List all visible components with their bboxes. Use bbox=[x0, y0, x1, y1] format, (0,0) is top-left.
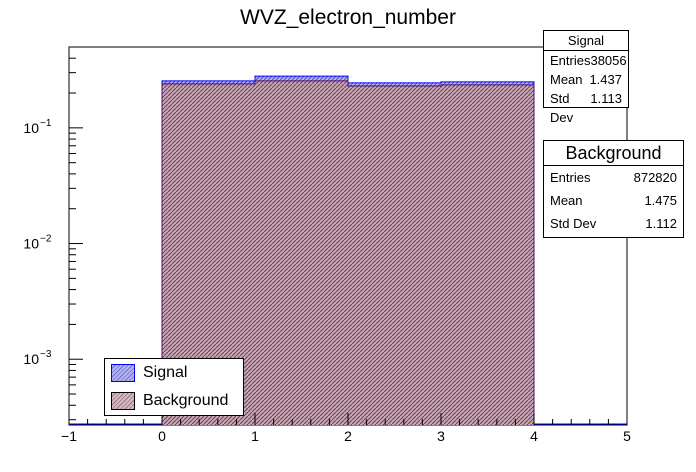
background-bar bbox=[255, 80, 348, 425]
background-outline bbox=[161, 80, 535, 425]
background-bar bbox=[348, 86, 441, 425]
stats-value: 872820 bbox=[633, 170, 677, 185]
y-tick-label: 10 bbox=[23, 236, 39, 252]
stats-value: 38056 bbox=[590, 53, 627, 68]
signal-outline bbox=[161, 75, 535, 425]
stats-label: Std Dev bbox=[550, 216, 597, 231]
stats-row: Entries 38056 bbox=[544, 51, 628, 70]
stats-row: Entries 872820 bbox=[544, 166, 683, 189]
legend: Signal Background bbox=[104, 358, 244, 416]
x-tick-label: 0 bbox=[158, 428, 166, 444]
x-tick-label: 1 bbox=[251, 428, 259, 444]
stats-label: Entries bbox=[550, 170, 591, 185]
stats-value: 1.475 bbox=[644, 193, 677, 208]
x-tick-label: −1 bbox=[61, 428, 77, 444]
y-tick-exponent: −2 bbox=[40, 234, 52, 245]
y-tick-exponent: −3 bbox=[40, 349, 52, 360]
legend-item-background: Background bbox=[105, 387, 243, 415]
legend-item-signal: Signal bbox=[105, 359, 243, 387]
stats-label: Mean bbox=[550, 193, 583, 208]
background-stats-title: Background bbox=[544, 141, 683, 166]
stats-row: Std Dev 1.113 bbox=[544, 89, 628, 125]
background-bar bbox=[441, 84, 534, 425]
x-tick-label: 5 bbox=[623, 428, 631, 444]
background-stats-box: Background Entries 872820 Mean 1.475 Std… bbox=[543, 140, 684, 238]
y-tick-exponent: −1 bbox=[40, 118, 52, 129]
x-tick-label: 4 bbox=[530, 428, 538, 444]
stats-value: 1.437 bbox=[589, 72, 622, 87]
stats-row: Std Dev 1.112 bbox=[544, 212, 683, 235]
chart-title: WVZ_electron_number bbox=[240, 6, 456, 29]
legend-label: Background bbox=[143, 392, 229, 409]
stats-row: Mean 1.437 bbox=[544, 70, 628, 89]
y-tick-label: 10 bbox=[23, 120, 39, 136]
legend-swatch-background bbox=[111, 392, 135, 410]
signal-stats-title: Signal bbox=[544, 31, 628, 51]
stats-label: Std Dev bbox=[550, 91, 574, 125]
stats-row: Mean 1.475 bbox=[544, 189, 683, 212]
signal-stats-box: Signal Entries 38056 Mean 1.437 Std Dev … bbox=[543, 30, 629, 125]
stats-value: 1.112 bbox=[645, 216, 677, 231]
legend-label: Signal bbox=[143, 364, 188, 381]
y-tick-label: 10 bbox=[23, 351, 39, 367]
x-tick-label: 2 bbox=[344, 428, 352, 444]
x-tick-label: 3 bbox=[437, 428, 445, 444]
stats-value: 1.113 bbox=[590, 91, 622, 106]
stats-label: Entries bbox=[550, 53, 591, 68]
stats-label: Mean bbox=[550, 72, 583, 87]
legend-swatch-signal bbox=[111, 364, 135, 382]
